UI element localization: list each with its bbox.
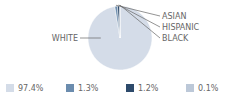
slice-label: HISPANIC (162, 23, 200, 32)
leader-line (80, 38, 101, 39)
legend-swatch (6, 84, 14, 92)
slice-label: WHITE (52, 34, 78, 43)
legend-label: 97.4% (18, 84, 44, 93)
legend-swatch (66, 84, 74, 92)
legend: 97.4% 1.3% 1.2% 0.1% (6, 84, 219, 93)
slice-label: ASIAN (162, 12, 186, 21)
legend-label: 1.2% (138, 84, 159, 93)
legend-label: 1.3% (78, 84, 99, 93)
slice-label: BLACK (162, 34, 189, 43)
pie-slice (119, 6, 120, 38)
pie-slice (117, 6, 120, 38)
labels: WHITE ASIAN HISPANIC BLACK (52, 5, 200, 43)
legend-label: 0.1% (198, 84, 219, 93)
legend-swatch (186, 84, 194, 92)
legend-swatch (126, 84, 134, 92)
chart: WHITE ASIAN HISPANIC BLACK 97.4% 1.3% 1.2% 0.1% (0, 0, 240, 100)
leader-line (119, 5, 160, 27)
pie-slice (115, 6, 120, 38)
leader-line (120, 5, 160, 38)
